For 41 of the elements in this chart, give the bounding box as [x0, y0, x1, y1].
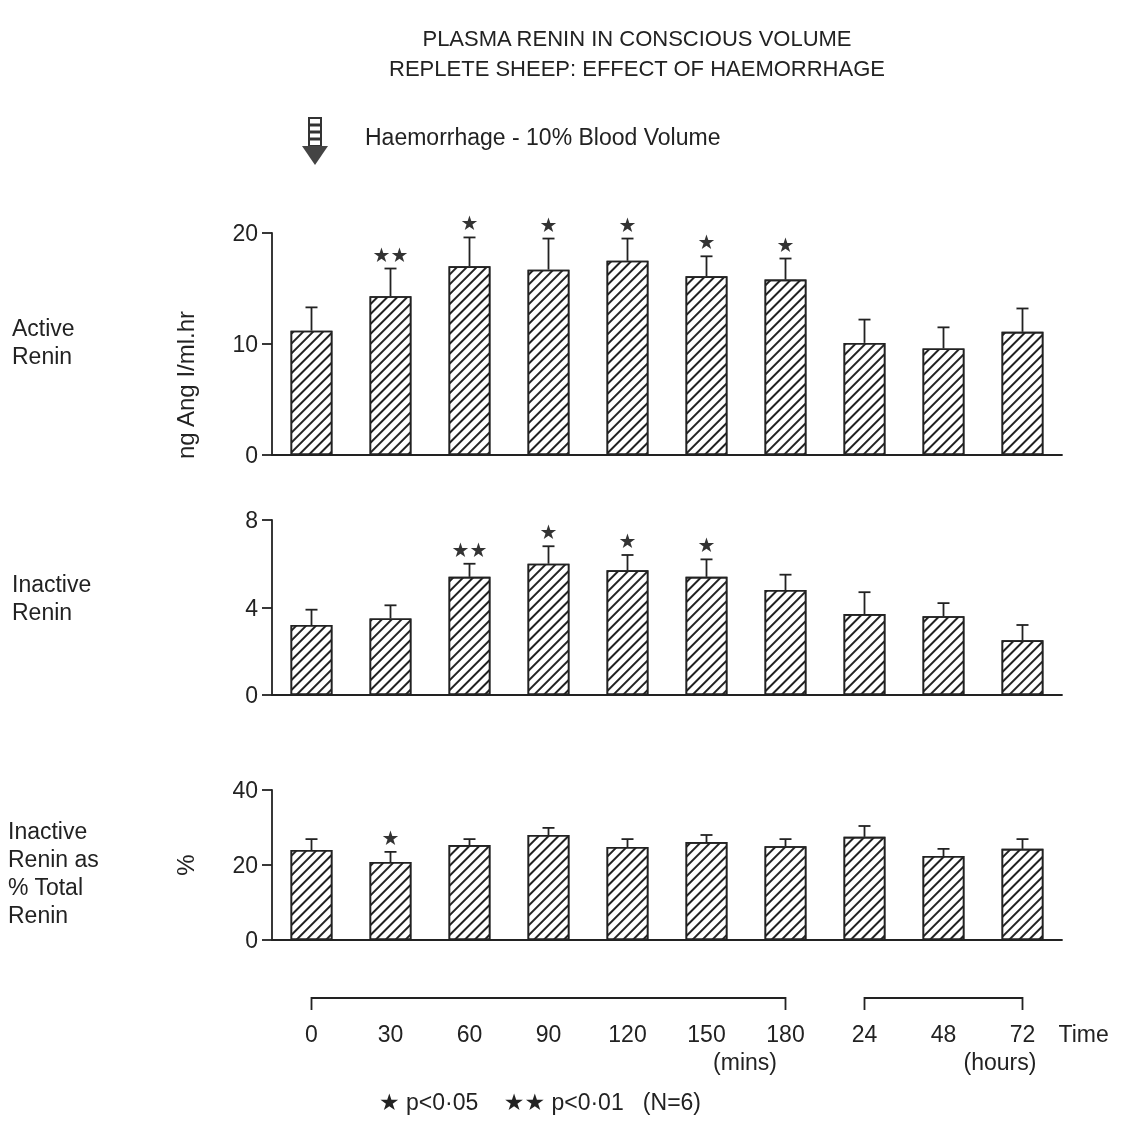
annotation: ★ — [539, 521, 558, 544]
x-tick-label: 150 — [687, 1020, 726, 1047]
annotation: ★ — [697, 231, 716, 254]
annotation: ★ — [776, 233, 795, 256]
annotation: ★★ — [372, 243, 409, 266]
text: (mins) — [713, 1049, 777, 1075]
text: Inactive Renin as % Total Renin — [8, 818, 99, 928]
chart-title: PLASMA RENIN IN CONSCIOUS VOLUME REPLETE SHEEP: EFFECT OF HAEMORRHAGE — [389, 25, 885, 81]
annotation: ★ — [697, 534, 716, 557]
x-tick-label: 120 — [608, 1020, 647, 1047]
x-tick-label: 60 — [456, 1020, 483, 1047]
annotation: ★ — [618, 213, 637, 236]
x-tick-label: 30 — [377, 1020, 404, 1047]
y-tick-label: 0 — [245, 442, 258, 468]
x-axis-title: Time — [1058, 1020, 1109, 1047]
text: (hours) — [963, 1049, 1037, 1075]
x-tick-label: 180 — [766, 1020, 805, 1047]
x-tick-label: 90 — [535, 1020, 562, 1047]
annotation: ★★ — [451, 538, 488, 561]
y-tick-label: 0 — [245, 682, 258, 708]
y-tick-label: 4 — [245, 594, 259, 621]
y-tick-label: 0 — [245, 927, 258, 953]
annotation: ★ — [618, 530, 637, 552]
y-tick-label: 40 — [232, 777, 258, 803]
text: ★ p<0·05 ★★ p<0·01 (N=6) — [378, 1089, 702, 1115]
text: Haemorrhage - 10% Blood Volume — [365, 124, 721, 150]
annotation: ★ — [460, 212, 479, 235]
annotation: ★ — [381, 826, 400, 849]
annotation: ★ — [539, 213, 558, 236]
y-tick-label: 20 — [232, 220, 258, 246]
text: Active Renin — [12, 315, 75, 369]
y-tick-label: 20 — [232, 852, 258, 878]
x-tick-label: 24 — [851, 1020, 878, 1047]
y-tick-label: 10 — [232, 331, 258, 357]
x-tick-label: 72 — [1009, 1020, 1036, 1047]
y-tick-label: 8 — [245, 507, 258, 533]
x-tick-label: 0 — [305, 1020, 318, 1047]
text: Inactive Renin — [12, 571, 92, 625]
y-axis-title: % — [171, 854, 199, 876]
y-axis-title: ng Ang I/ml.hr — [171, 310, 199, 460]
x-tick-label: 48 — [930, 1020, 957, 1047]
